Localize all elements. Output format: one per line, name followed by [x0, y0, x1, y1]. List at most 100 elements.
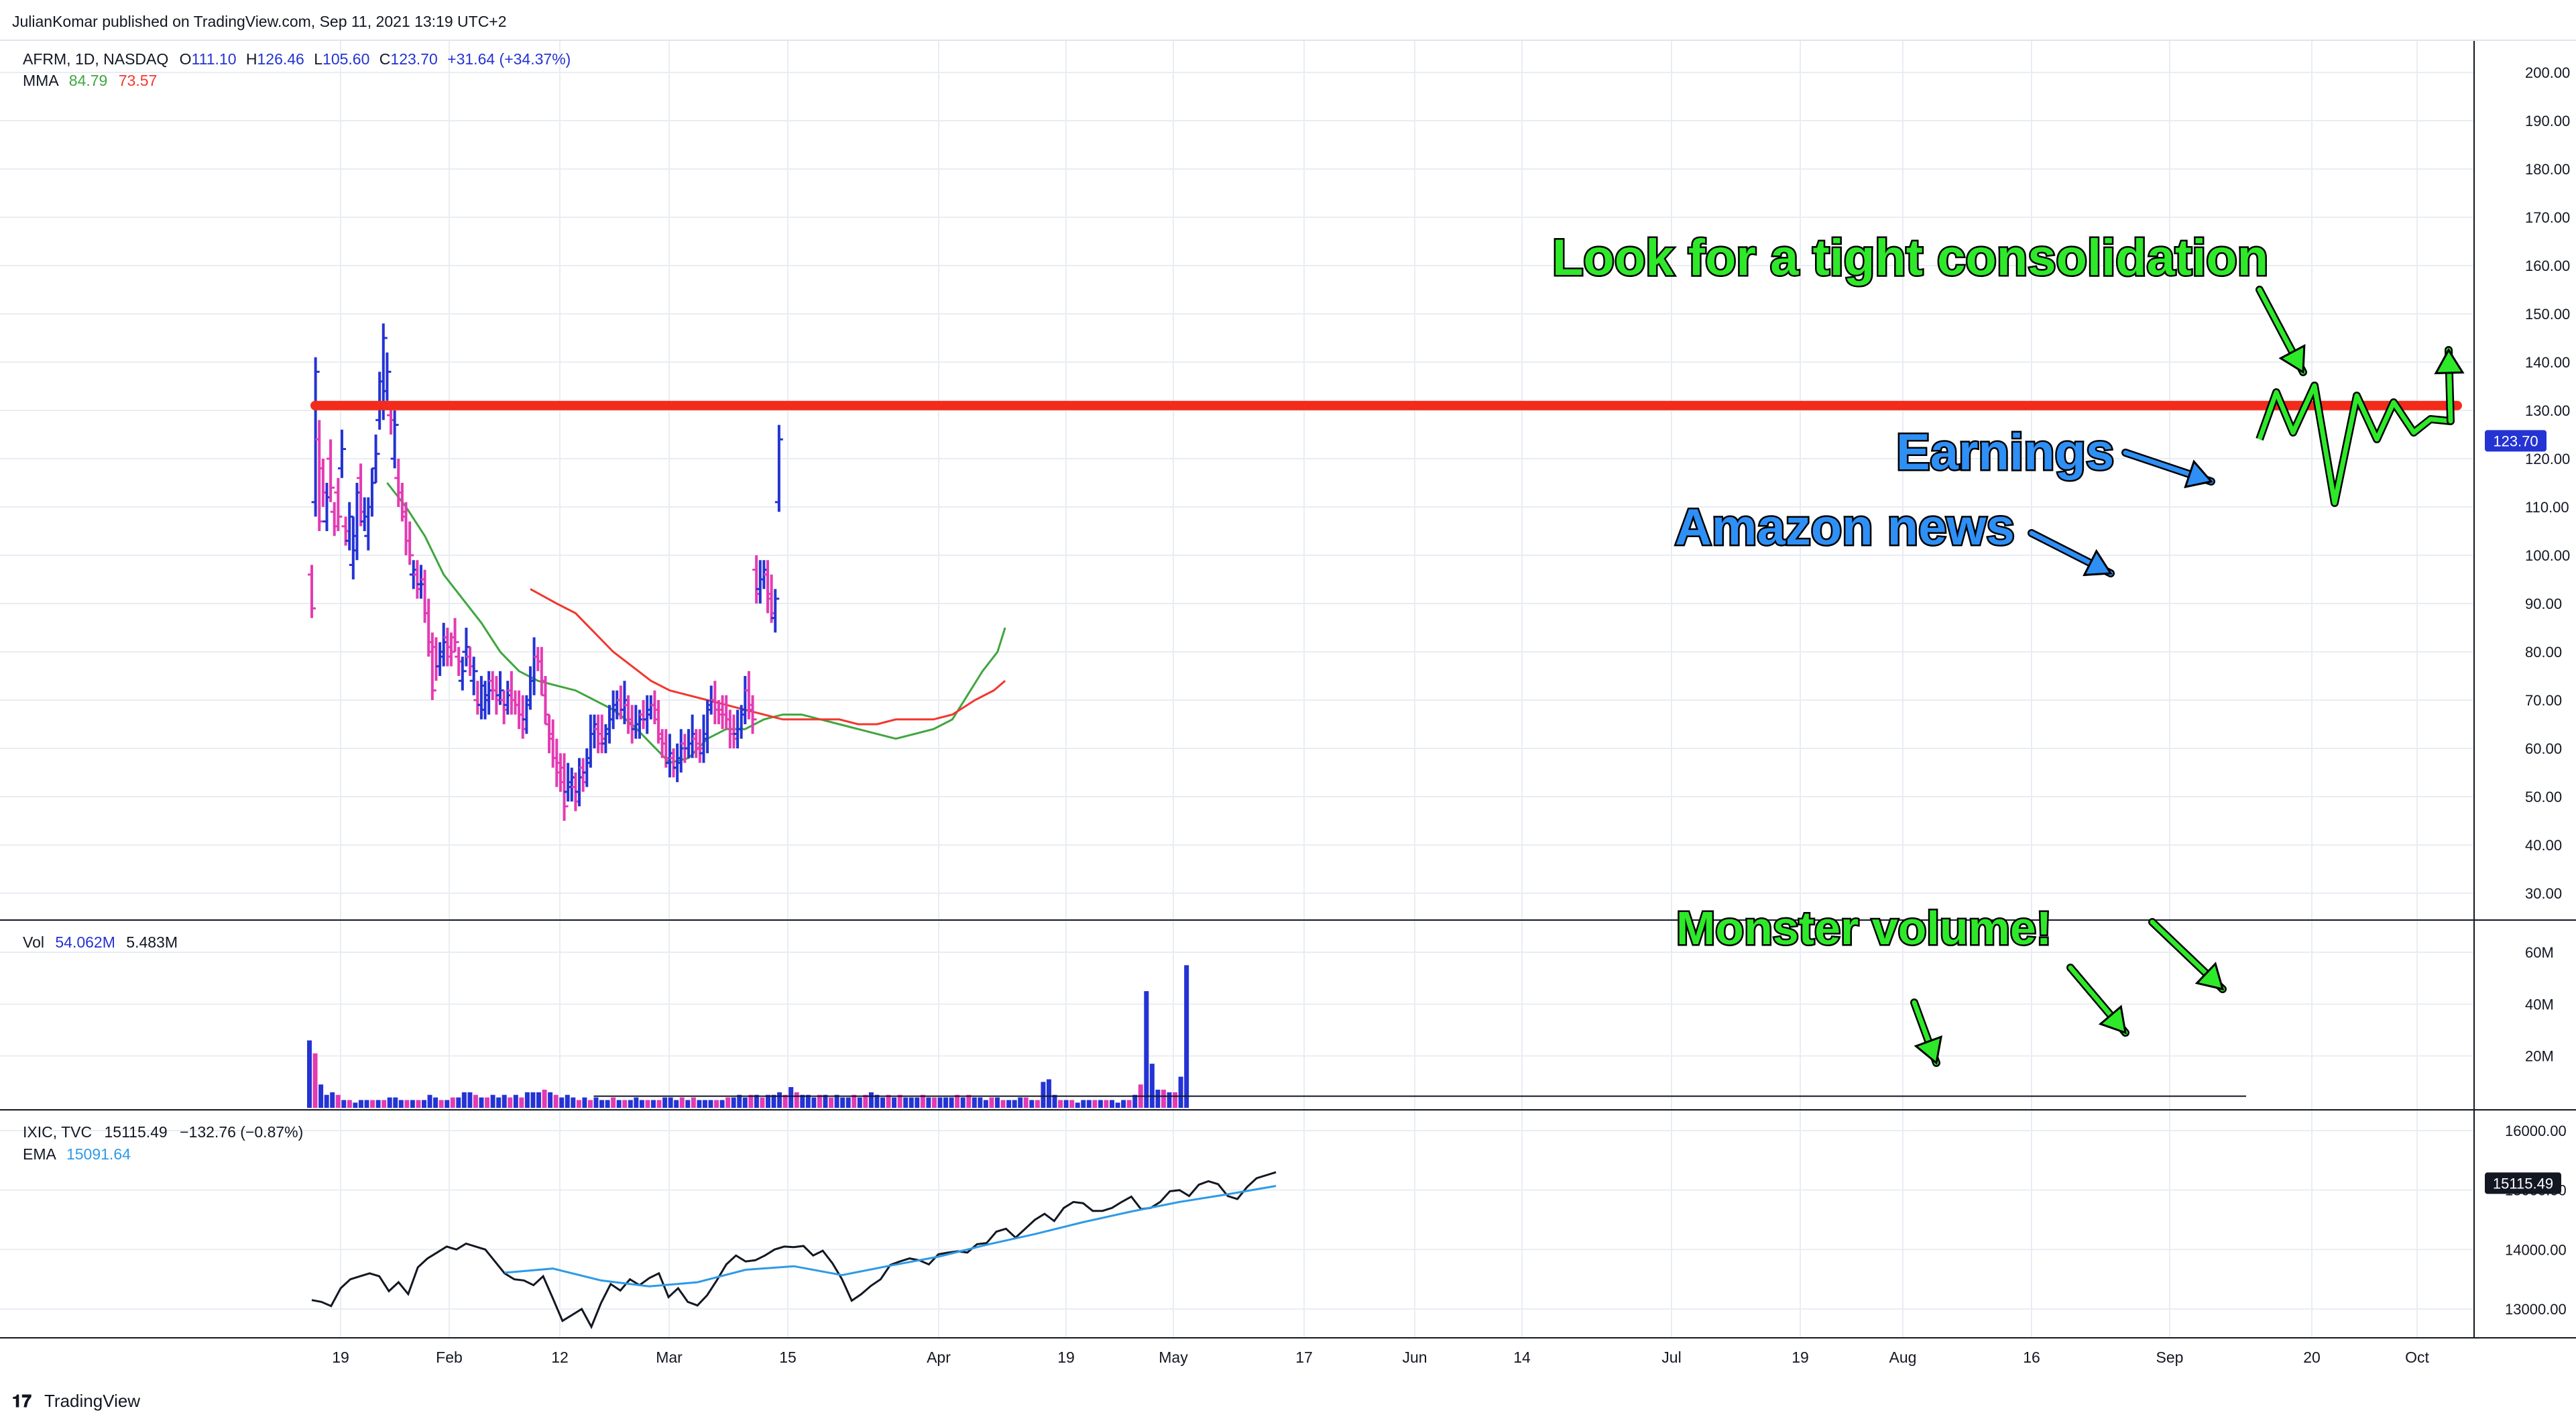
volume-tick-label: 40M	[2525, 996, 2554, 1013]
volume-bar	[978, 1097, 983, 1108]
volume-bar	[1081, 1100, 1086, 1108]
volume-bar	[995, 1097, 1000, 1108]
volume-bar	[628, 1100, 633, 1108]
volume-bar	[473, 1094, 478, 1108]
volume-bar	[1035, 1100, 1040, 1108]
volume-bar	[1098, 1100, 1103, 1108]
volume-bar	[777, 1092, 782, 1108]
volume-bar	[530, 1092, 536, 1108]
volume-bar	[754, 1094, 759, 1108]
ohlc-bar	[458, 657, 467, 691]
annotations: Look for a tight consolidation Earnings Am…	[1551, 228, 2465, 1067]
ohlc-bar	[771, 589, 780, 633]
legend-mma-fast: 84.79	[69, 72, 108, 89]
volume-bar	[845, 1097, 851, 1108]
volume-bar	[330, 1092, 335, 1108]
volume-bar	[565, 1094, 570, 1108]
legend-mma-label: MMA	[23, 72, 59, 89]
volume-bar	[587, 1100, 593, 1108]
volume-bar	[955, 1094, 960, 1108]
price-tick-label: 200.00	[2525, 64, 2570, 81]
time-tick-label: Sep	[2156, 1349, 2184, 1366]
price-badge-text: 123.70	[2493, 433, 2538, 449]
ixic-badge-box	[2485, 1172, 2561, 1194]
ohlc-bar	[390, 410, 399, 469]
volume-bar	[461, 1092, 467, 1108]
volume-bar	[513, 1094, 518, 1108]
volume-bar	[559, 1097, 565, 1108]
price-badges: 123.70 15115.49	[2485, 430, 2561, 1194]
volume-bar	[387, 1097, 392, 1108]
legend-mma-row: MMA 84.79 73.57	[23, 72, 157, 89]
price-axis[interactable]: 200.00 190.00 180.00 170.00 160.00 150.00 140.…	[2525, 64, 2570, 902]
ohlc-bar	[308, 565, 316, 618]
legend-ema-row: EMA 15091.64	[23, 1145, 131, 1163]
time-axis[interactable]: 19 Feb 12 Mar 15 Apr 19 May 17 Jun 14 Jul 19 Aug 16 Sep…	[332, 1349, 2429, 1366]
volume-bar	[422, 1100, 426, 1108]
legend-ixic-row: IXIC, TVC 15115.49 −132.76 (−0.87%)	[23, 1123, 303, 1141]
volume-bar	[817, 1094, 822, 1108]
volume-bar	[398, 1100, 404, 1108]
volume-bar	[674, 1100, 679, 1108]
volume-bar	[456, 1097, 461, 1108]
volume-bar	[490, 1094, 495, 1108]
volume-bar	[886, 1094, 891, 1108]
volume-bar	[1046, 1079, 1051, 1108]
volume-tick-label: 20M	[2525, 1048, 2554, 1065]
volume-bar	[714, 1100, 719, 1108]
volume-bar	[479, 1097, 484, 1108]
legend-high-label: H	[246, 50, 257, 68]
volume-bar	[708, 1100, 713, 1108]
arrow-head	[2194, 962, 2225, 991]
legend-vol-label: Vol	[23, 933, 44, 951]
sma-slow-line	[530, 588, 1006, 726]
volume-bar	[679, 1097, 685, 1108]
volume-bar	[307, 1040, 312, 1108]
ohlc-bar	[748, 695, 757, 734]
volume-bar	[1132, 1094, 1138, 1108]
tradingview-logo[interactable]: 𝟏𝟕 TradingView	[12, 1391, 140, 1411]
ohlc-bar	[451, 618, 459, 652]
volume-bar	[966, 1094, 972, 1108]
volume-bar	[467, 1092, 473, 1108]
price-tick-label: 150.00	[2525, 306, 2570, 323]
volume-bar	[433, 1097, 438, 1108]
price-tick-label: 110.00	[2525, 499, 2569, 516]
volume-bar	[416, 1100, 421, 1108]
price-badge-box	[2485, 430, 2546, 452]
volume-bar	[834, 1094, 839, 1108]
publisher-line: JulianKomar published on TradingView.com…	[12, 13, 507, 30]
legend-symbol-row: AFRM, 1D, NASDAQ O111.10 H126.46 L105.60…	[23, 50, 571, 68]
volume-bar	[651, 1100, 656, 1108]
legend-high: 126.46	[257, 50, 304, 68]
earnings-arrow	[2121, 449, 2215, 489]
arrow-head	[2083, 549, 2113, 577]
legend-change: +31.64 (+34.37%)	[447, 50, 571, 68]
volume-axis[interactable]: 60M 40M 20M	[2525, 944, 2554, 1065]
volume-bar	[1167, 1092, 1172, 1108]
volume-bar	[1121, 1100, 1126, 1108]
volume-bar	[542, 1089, 547, 1108]
monster-volume-callout: Monster volume!	[1676, 902, 2052, 954]
grid	[0, 40, 2474, 1338]
price-tick-label: 190.00	[2525, 113, 2570, 129]
ohlc-bar	[383, 352, 392, 401]
legend-ema-value: 15091.64	[66, 1145, 131, 1163]
volume-bar	[1063, 1100, 1069, 1108]
price-tick-label: 30.00	[2525, 885, 2562, 902]
price-bars	[308, 323, 783, 821]
volume-tick-label: 60M	[2525, 944, 2554, 961]
legend-close: 123.70	[390, 50, 437, 68]
volume-bar	[880, 1097, 885, 1108]
ixic-badge-text: 15115.49	[2493, 1175, 2553, 1192]
volume-bar	[943, 1097, 949, 1108]
price-tick-label: 50.00	[2525, 789, 2562, 805]
time-tick-label: Aug	[1889, 1349, 1917, 1366]
volume-bar	[857, 1097, 862, 1108]
volume-bar	[622, 1100, 628, 1108]
volume-bar	[800, 1094, 805, 1108]
legend-symbol: AFRM, 1D, NASDAQ	[23, 50, 168, 68]
volume-bar	[1029, 1100, 1035, 1108]
volume-bar	[725, 1097, 731, 1108]
